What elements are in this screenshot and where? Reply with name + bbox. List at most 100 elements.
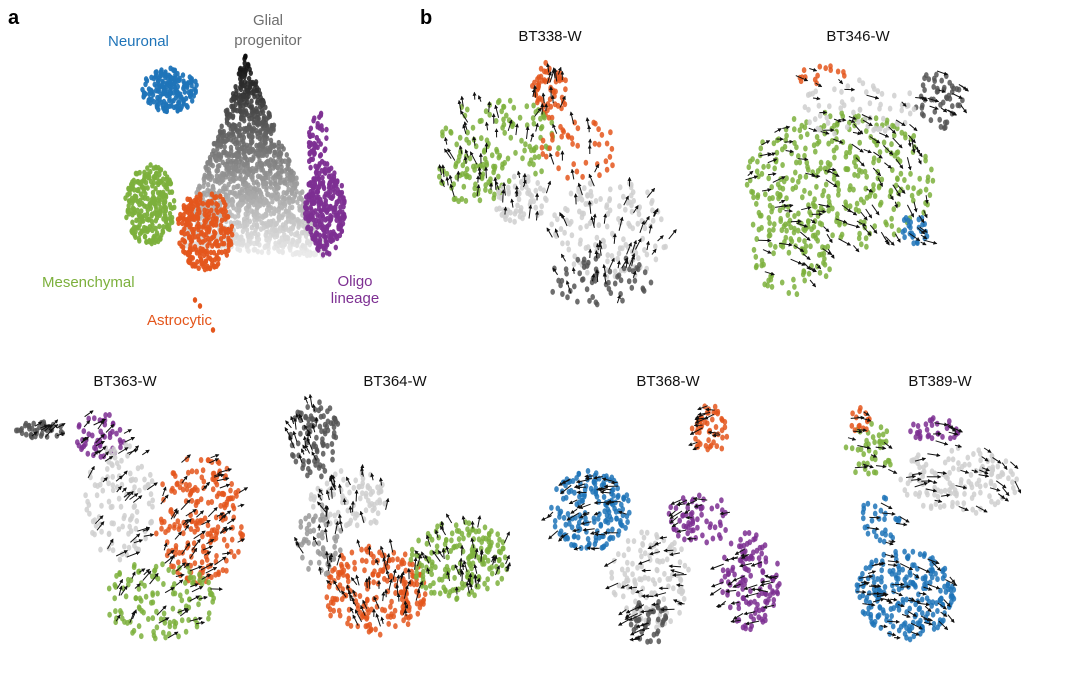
velocity-arrow (510, 198, 515, 208)
cell-point (187, 74, 192, 80)
cell-point (154, 69, 159, 75)
cell-point (308, 204, 313, 211)
cell-point-glial (290, 238, 295, 245)
cell-point (502, 129, 508, 136)
cell-point-glial (237, 175, 242, 182)
cell-point (99, 528, 104, 535)
cell-point-glial (263, 171, 268, 177)
cell-point (607, 153, 613, 160)
cell-point (817, 63, 823, 70)
cell-point (26, 422, 32, 429)
cell-point (211, 263, 217, 269)
cell-point (367, 502, 373, 509)
cell-point (550, 288, 555, 295)
cell-point (533, 187, 539, 194)
cell-point (128, 207, 133, 214)
cell-point (944, 94, 949, 101)
cell-point (110, 503, 115, 510)
cell-point (170, 590, 176, 597)
cell-point (323, 224, 328, 231)
cell-point (154, 530, 159, 537)
velocity-arrow (851, 143, 864, 153)
cell-point (218, 236, 224, 242)
cell-point (816, 102, 822, 109)
cell-point (489, 528, 494, 535)
velocity-arrow (952, 93, 963, 99)
cell-point (123, 593, 129, 600)
cell-point (878, 199, 884, 206)
cell-point (827, 103, 832, 110)
cell-point-glial (268, 221, 273, 228)
cell-point-glial (244, 227, 250, 233)
cell-point (453, 160, 459, 167)
cell-point (864, 89, 869, 96)
cell-point (779, 279, 785, 286)
cell-point-glial (266, 161, 272, 168)
velocity-arrow (494, 104, 500, 118)
cell-point (497, 152, 503, 159)
cell-point (187, 574, 192, 581)
cell-point (309, 148, 314, 155)
velocity-arrow (839, 117, 847, 122)
cell-point (75, 439, 80, 446)
cell-point (190, 255, 195, 261)
cell-point-glial (256, 236, 262, 243)
cell-point-glial (232, 171, 237, 178)
cell-point (141, 609, 146, 616)
cell-point (406, 607, 412, 614)
cell-point (459, 530, 465, 537)
cell-point (333, 180, 338, 187)
cell-point (114, 430, 119, 437)
cell-point (790, 185, 796, 192)
cell-point (872, 85, 877, 92)
velocity-arrow (142, 449, 150, 456)
cell-point (877, 105, 882, 112)
velocity-arrow (484, 121, 489, 131)
cell-point (557, 75, 563, 82)
cell-point (480, 535, 486, 542)
cell-point (519, 137, 524, 144)
cell-point (558, 123, 563, 130)
cell-point (482, 155, 488, 162)
cell-point-glial (197, 183, 202, 190)
cell-point (341, 567, 347, 574)
cell-point (200, 467, 206, 474)
cell-point (591, 119, 596, 126)
cell-point (117, 570, 122, 576)
label-oligo-1: Oligo (337, 273, 372, 290)
cell-point (218, 502, 223, 509)
cell-point (629, 284, 635, 291)
cell-point (116, 526, 122, 533)
cell-point (560, 291, 565, 297)
cell-point (954, 86, 960, 92)
cell-point-glial (218, 129, 223, 136)
cell-point (450, 564, 456, 571)
cell-point-glial (267, 207, 272, 214)
cell-point (381, 567, 386, 573)
cell-point-glial (237, 140, 242, 147)
cell-point (227, 495, 232, 502)
cell-point-glial (280, 222, 286, 228)
cell-point (141, 218, 146, 224)
cell-point (935, 88, 941, 94)
cell-point-glial (266, 174, 271, 181)
cell-point (759, 212, 764, 219)
cell-point (106, 480, 111, 487)
cell-point-glial (266, 228, 271, 235)
cell-point (495, 531, 501, 538)
cell-point (839, 88, 844, 95)
cell-point-glial (277, 227, 282, 234)
cell-point-glial (267, 111, 272, 118)
cell-point (629, 208, 635, 215)
cell-point (790, 177, 795, 184)
cell-point (813, 88, 818, 95)
cell-point (136, 623, 142, 630)
cell-point (160, 227, 165, 234)
cell-point (328, 612, 333, 619)
cell-point-glial (249, 103, 255, 110)
cell-point (461, 183, 467, 190)
cell-point (895, 176, 900, 183)
cell-point (161, 610, 167, 617)
cell-point (593, 266, 599, 273)
velocity-arrow (592, 213, 597, 226)
